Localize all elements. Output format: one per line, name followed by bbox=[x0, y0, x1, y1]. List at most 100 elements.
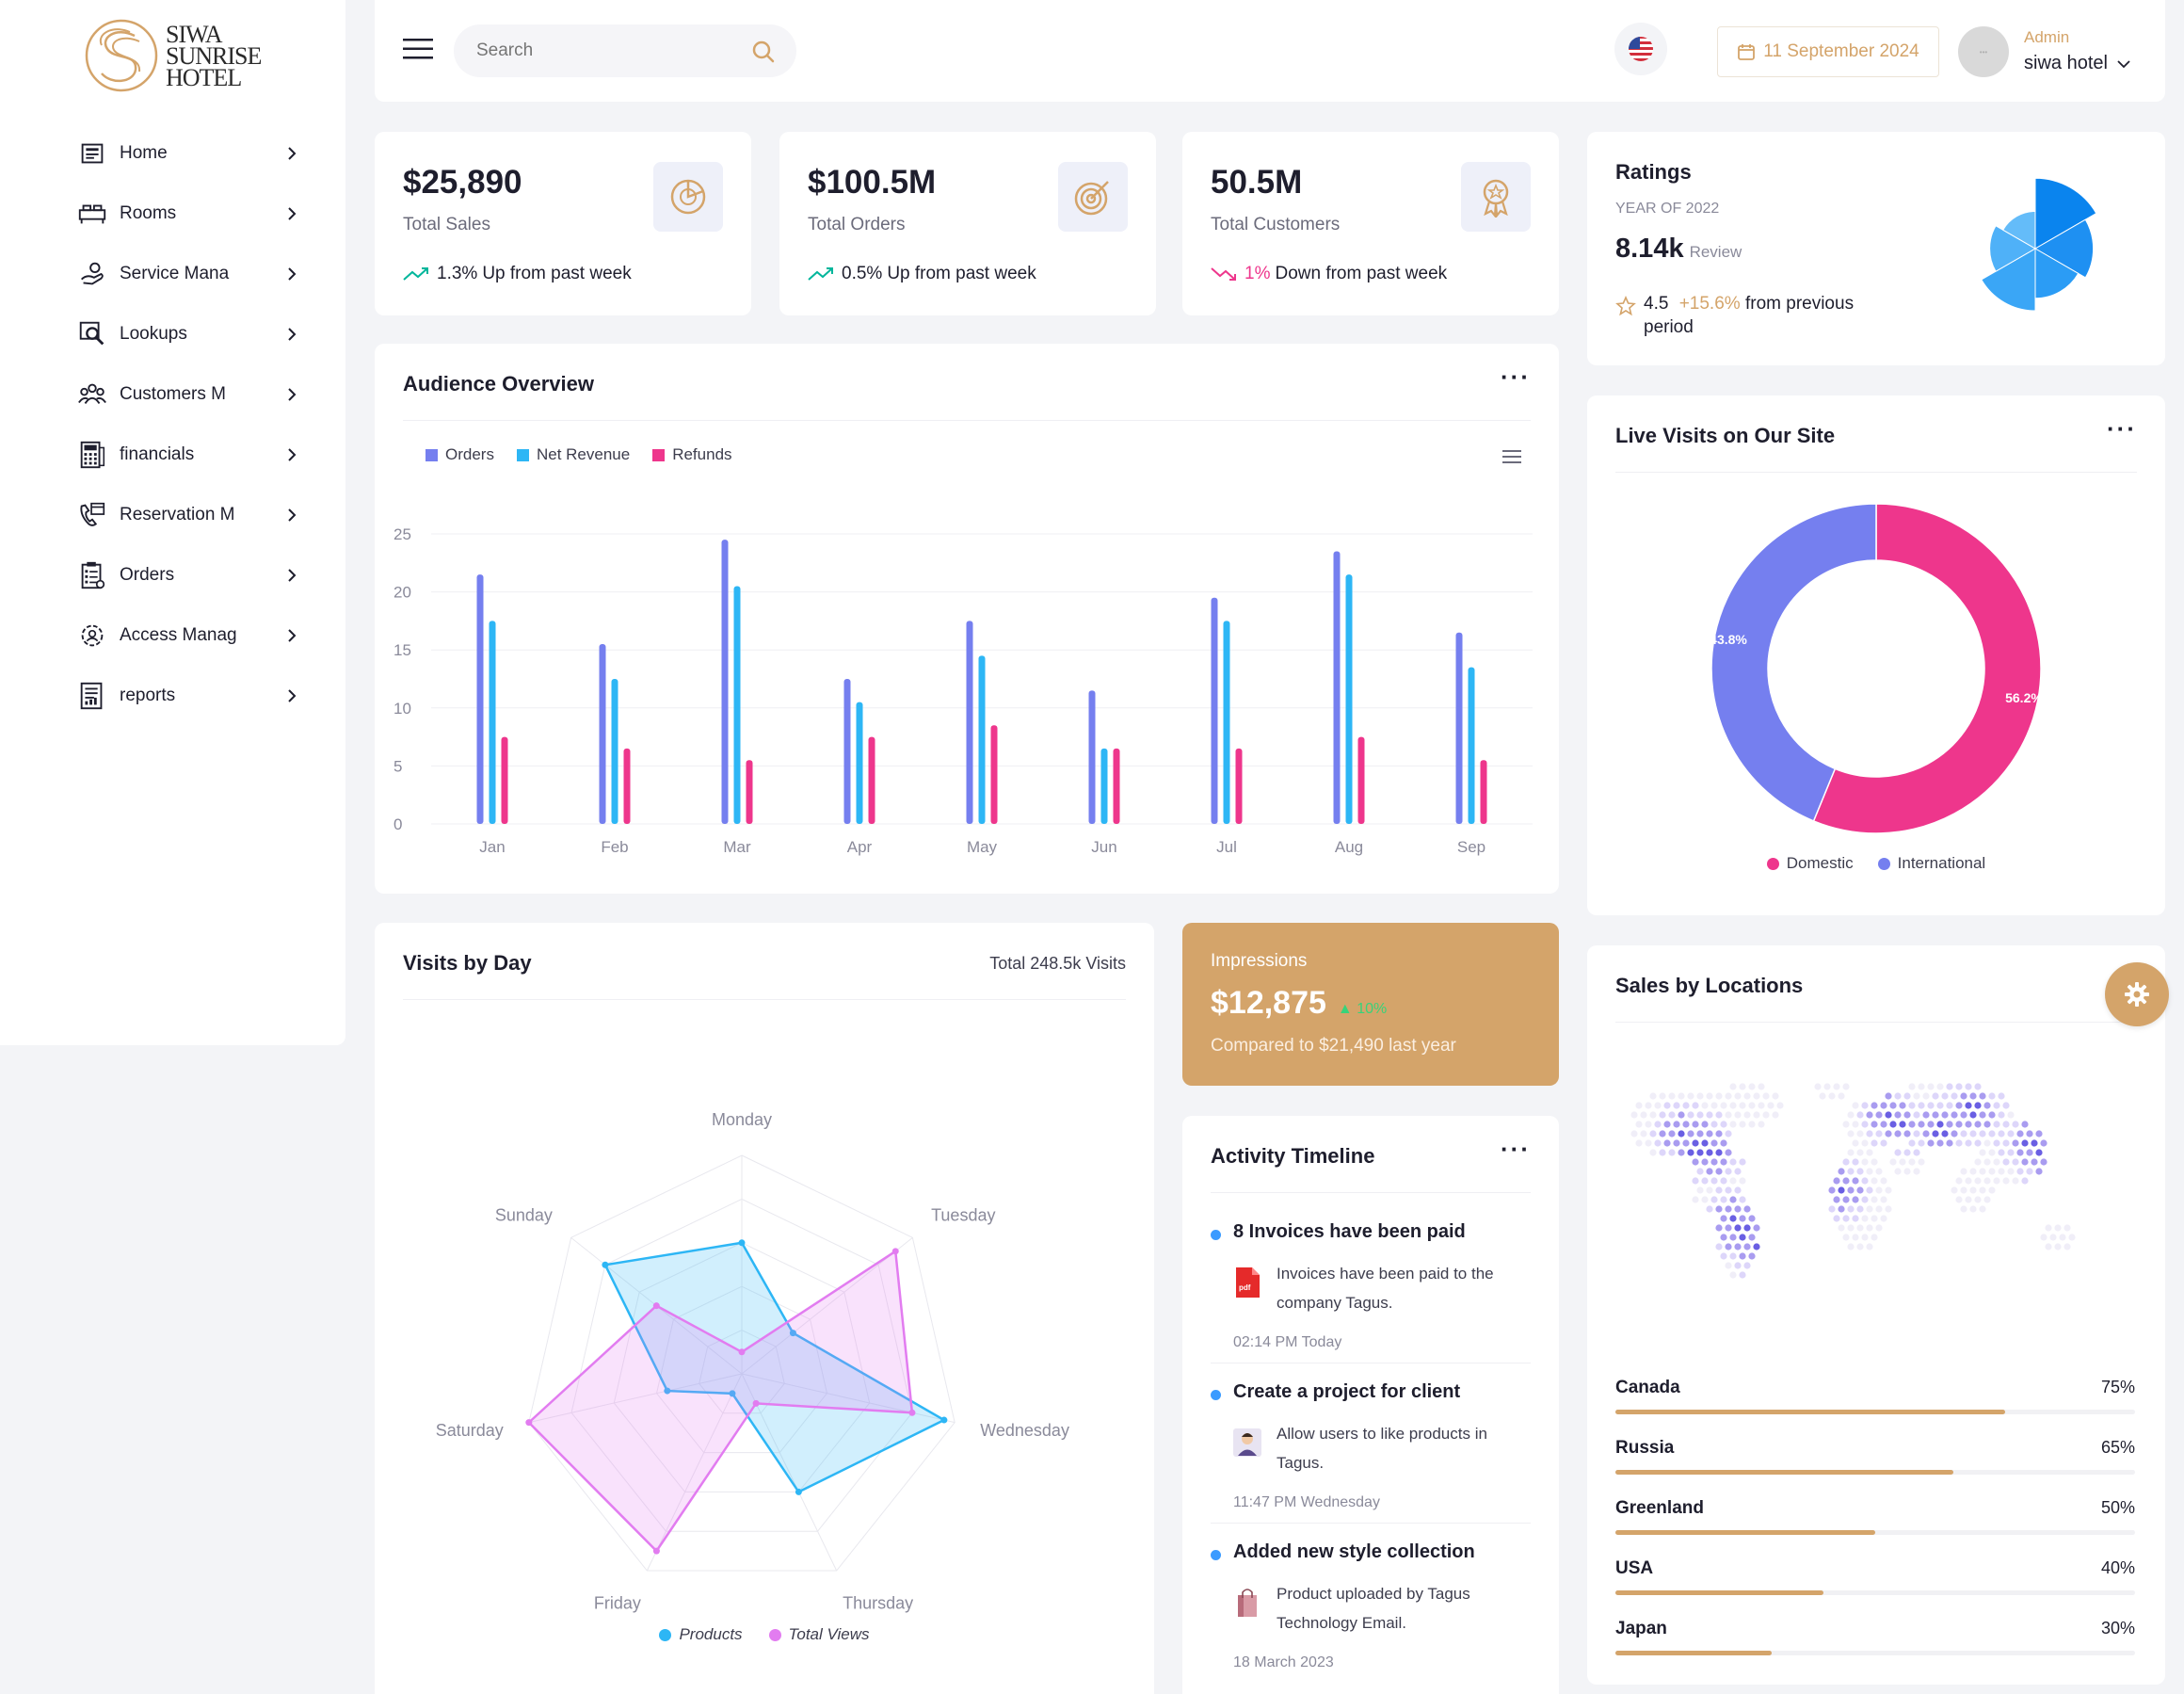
star-icon bbox=[1615, 296, 1636, 316]
bar-refunds[interactable] bbox=[746, 760, 753, 824]
radar-point[interactable] bbox=[525, 1419, 533, 1427]
radar-point[interactable] bbox=[602, 1261, 609, 1268]
location-row-greenland[interactable]: Greenland 50% bbox=[1615, 1498, 2135, 1540]
bar-orders[interactable] bbox=[476, 574, 484, 824]
stat-label: Total Sales bbox=[403, 215, 490, 234]
bar-net-revenue[interactable] bbox=[856, 702, 863, 824]
more-options-icon[interactable]: ··· bbox=[1501, 363, 1531, 391]
bar-net-revenue[interactable] bbox=[1100, 748, 1108, 824]
bar-orders[interactable] bbox=[1455, 632, 1463, 824]
legend-item[interactable]: Domestic bbox=[1766, 854, 1854, 873]
sidebar-item-service-mana[interactable]: Service Mana bbox=[75, 244, 301, 304]
location-row-russia[interactable]: Russia 65% bbox=[1615, 1438, 2135, 1479]
location-row-japan[interactable]: Japan 30% bbox=[1615, 1619, 2135, 1660]
sidebar-item-label: Service Mana bbox=[120, 264, 230, 283]
map-dot bbox=[1852, 1215, 1859, 1222]
x-tick-label: Apr bbox=[847, 838, 873, 856]
ratings-change: 4.5 +15.6% from previous period bbox=[1615, 292, 1898, 339]
bar-refunds[interactable] bbox=[501, 736, 508, 824]
radar-series-products[interactable] bbox=[603, 1241, 947, 1494]
donut-slice-domestic[interactable] bbox=[1812, 503, 2042, 834]
date-display[interactable]: 11 September 2024 bbox=[1717, 26, 1939, 77]
more-options-icon[interactable]: ··· bbox=[1501, 1135, 1531, 1163]
bar-refunds[interactable] bbox=[1357, 736, 1365, 824]
map-dot bbox=[1682, 1139, 1690, 1147]
sidebar-item-home[interactable]: Home bbox=[75, 123, 301, 184]
more-options-icon[interactable]: ··· bbox=[2107, 414, 2137, 443]
radar-point[interactable] bbox=[908, 1409, 916, 1416]
brand-logo[interactable]: SIWA SUNRISE HOTEL bbox=[83, 17, 262, 94]
timeline-item[interactable]: Create a project for client Allow users … bbox=[1211, 1381, 1531, 1532]
radar-point[interactable] bbox=[789, 1330, 796, 1337]
radar-point[interactable] bbox=[738, 1239, 746, 1247]
map-dot bbox=[1918, 1139, 1925, 1147]
radar-point[interactable] bbox=[891, 1248, 899, 1255]
radar-point[interactable] bbox=[738, 1348, 746, 1356]
map-dot bbox=[1833, 1215, 1840, 1222]
legend-item[interactable]: Total Views bbox=[768, 1625, 870, 1644]
legend-item[interactable]: Products bbox=[659, 1625, 743, 1644]
location-row-canada[interactable]: Canada 75% bbox=[1615, 1378, 2135, 1419]
radar-series-total-views[interactable] bbox=[527, 1249, 914, 1554]
radar-point[interactable] bbox=[795, 1488, 802, 1495]
bar-refunds[interactable] bbox=[1113, 748, 1120, 824]
sidebar-item-rooms[interactable]: Rooms bbox=[75, 184, 301, 244]
map-dot bbox=[1729, 1215, 1737, 1222]
bar-net-revenue[interactable] bbox=[733, 586, 741, 824]
user-avatar[interactable]: ••• bbox=[1958, 26, 2009, 77]
sidebar-item-access-manag[interactable]: Access Manag bbox=[75, 605, 301, 666]
radar-point[interactable] bbox=[652, 1547, 660, 1555]
legend-item[interactable]: Net Revenue bbox=[516, 445, 630, 464]
bar-refunds[interactable] bbox=[623, 748, 631, 824]
settings-button[interactable] bbox=[2105, 962, 2169, 1026]
sidebar-item-reservation-m[interactable]: Reservation M bbox=[75, 485, 301, 545]
radar-point[interactable] bbox=[664, 1387, 671, 1395]
timeline-item[interactable]: 8 Invoices have been paid pdf Invoices h… bbox=[1211, 1221, 1531, 1372]
radar-point[interactable] bbox=[752, 1399, 760, 1407]
chart-menu-icon[interactable] bbox=[1502, 449, 1521, 464]
user-role: Admin bbox=[2024, 28, 2070, 46]
bar-orders[interactable] bbox=[843, 679, 851, 824]
bar-orders[interactable] bbox=[599, 644, 606, 824]
map-dot bbox=[1965, 1083, 1972, 1090]
sidebar-item-reports[interactable]: reports bbox=[75, 666, 301, 726]
timeline-item[interactable]: Added new style collection Product uploa… bbox=[1211, 1541, 1531, 1692]
bar-net-revenue[interactable] bbox=[611, 679, 618, 824]
bar-refunds[interactable] bbox=[1480, 760, 1487, 824]
search-icon[interactable] bbox=[751, 40, 776, 64]
legend-item[interactable]: International bbox=[1877, 854, 1985, 873]
donut-slice-international[interactable] bbox=[1710, 503, 1877, 822]
bar-orders[interactable] bbox=[1333, 551, 1341, 824]
radar-point[interactable] bbox=[652, 1302, 660, 1310]
map-dot bbox=[1894, 1092, 1902, 1100]
bar-orders[interactable] bbox=[966, 621, 973, 824]
sidebar-item-orders[interactable]: Orders bbox=[75, 545, 301, 605]
bar-refunds[interactable] bbox=[1235, 748, 1243, 824]
map-dot bbox=[1847, 1149, 1855, 1156]
sidebar-item-lookups[interactable]: Lookups bbox=[75, 304, 301, 364]
radar-point[interactable] bbox=[729, 1390, 736, 1397]
bar-net-revenue[interactable] bbox=[1223, 621, 1230, 824]
sidebar-item-financials[interactable]: financials bbox=[75, 425, 301, 485]
bar-net-revenue[interactable] bbox=[1345, 574, 1353, 824]
language-flag-button[interactable] bbox=[1614, 23, 1667, 75]
radar-point[interactable] bbox=[940, 1416, 948, 1424]
bar-net-revenue[interactable] bbox=[978, 655, 986, 824]
sidebar-item-customers-m[interactable]: Customers M bbox=[75, 364, 301, 425]
location-row-usa[interactable]: USA 40% bbox=[1615, 1558, 2135, 1600]
legend-item[interactable]: Refunds bbox=[652, 445, 732, 464]
bar-net-revenue[interactable] bbox=[1468, 667, 1475, 824]
legend-item[interactable]: Orders bbox=[426, 445, 494, 464]
map-dot bbox=[1969, 1111, 1977, 1119]
user-menu[interactable]: siwa hotel bbox=[2024, 53, 2130, 74]
bar-refunds[interactable] bbox=[868, 736, 875, 824]
map-dot bbox=[1936, 1121, 1944, 1128]
search-input[interactable] bbox=[476, 34, 740, 68]
stat-value: 50.5M bbox=[1211, 164, 1303, 201]
bar-refunds[interactable] bbox=[990, 725, 998, 824]
menu-icon[interactable] bbox=[403, 38, 433, 60]
bar-orders[interactable] bbox=[721, 540, 729, 824]
bar-orders[interactable] bbox=[1211, 597, 1218, 824]
bar-orders[interactable] bbox=[1088, 690, 1096, 824]
bar-net-revenue[interactable] bbox=[489, 621, 496, 824]
